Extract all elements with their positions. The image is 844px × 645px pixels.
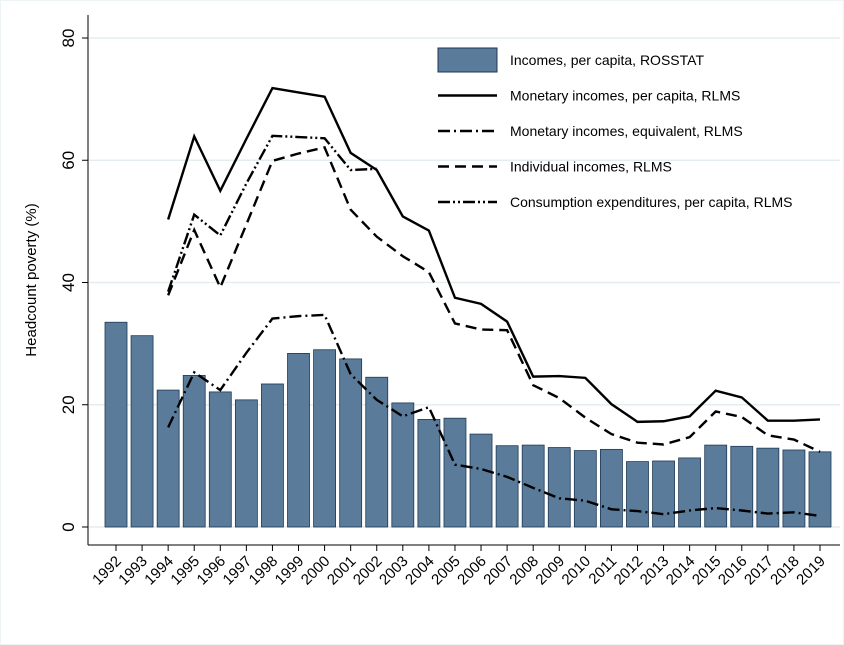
bar: [156, 389, 180, 528]
bar: [704, 444, 728, 528]
legend-label: Monetary incomes, per capita, RLMS: [510, 88, 740, 104]
y-axis-title: Headcount poverty (%): [23, 203, 40, 356]
legend-swatch: [437, 47, 498, 73]
y-tick-label: 20: [59, 395, 78, 414]
bar: [287, 353, 310, 528]
bar: [782, 449, 806, 528]
bar: [652, 460, 675, 528]
bar: [495, 445, 519, 528]
bar: [234, 399, 258, 528]
bar: [182, 375, 206, 528]
y-tick-label: 60: [59, 151, 78, 170]
bar: [443, 417, 467, 528]
bar: [261, 383, 284, 528]
bar: [573, 450, 597, 528]
bar: [104, 321, 128, 528]
bar: [626, 461, 649, 528]
bar: [521, 444, 545, 528]
y-tick-label: 80: [59, 29, 78, 48]
bar: [469, 433, 493, 528]
bar: [313, 349, 336, 528]
line: [167, 86, 821, 424]
y-tick-label: 40: [59, 273, 78, 292]
bar: [130, 335, 154, 528]
bar: [730, 445, 754, 528]
bar: [391, 402, 415, 528]
bar: [600, 448, 623, 528]
bar: [678, 457, 702, 528]
legend-label: Individual incomes, RLMS: [510, 159, 672, 175]
line: [167, 313, 821, 518]
bar: [756, 447, 780, 528]
bar: [339, 358, 363, 528]
legend-label: Consumption expenditures, per capita, RL…: [510, 194, 792, 210]
line: [167, 134, 377, 293]
line: [167, 146, 821, 453]
legend-label: Incomes, per capita, ROSSTAT: [510, 52, 704, 68]
bar: [547, 447, 571, 528]
bar: [417, 419, 441, 528]
bar: [208, 391, 232, 528]
legend-label: Monetary incomes, equivalent, RLMS: [510, 123, 743, 139]
bar: [365, 376, 389, 528]
y-tick-label: 0: [59, 522, 78, 531]
